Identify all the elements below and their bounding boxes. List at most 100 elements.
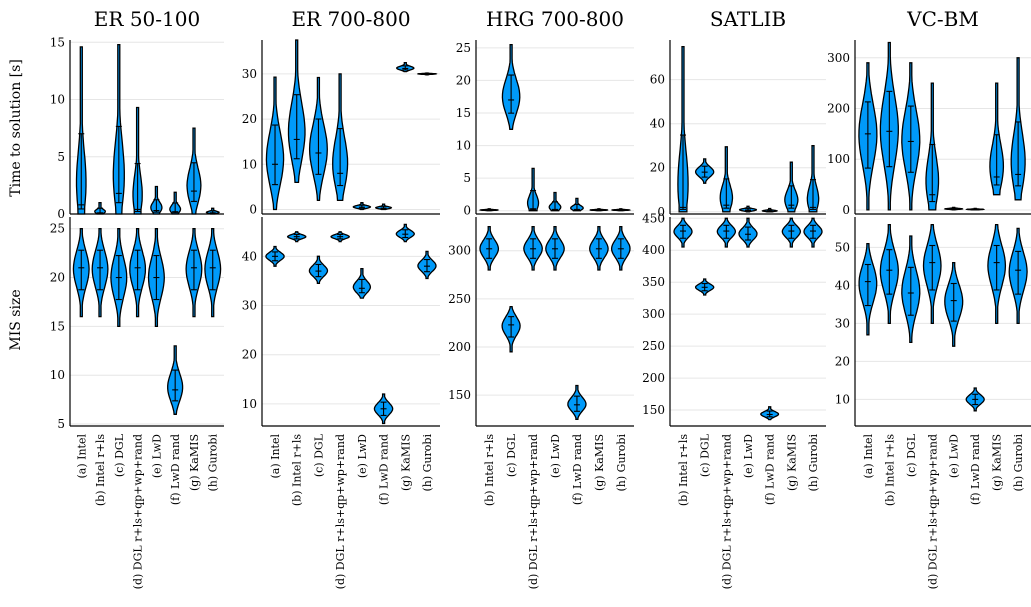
y-tick-label: 40 [650, 117, 665, 131]
y-tick-label: 5 [463, 171, 471, 185]
y-tick-label: 300 [642, 307, 665, 321]
x-tick-label: (b) Intel r+ls [677, 434, 690, 506]
y-tick-label: 10 [835, 392, 850, 406]
y-tick-label: 20 [242, 348, 257, 362]
y-tick-label: 25 [456, 41, 471, 55]
y-tick-label: 25 [50, 222, 65, 236]
panel-4: SATLIB 0 20 40 60 150 200 250 300 350 400 450 (b) In… [642, 7, 826, 589]
y-tick-label: 400 [642, 243, 665, 257]
y-tick-label: 50 [835, 240, 850, 254]
x-tick-label: (c) DGL [312, 433, 325, 477]
y-tick-label: 0 [249, 202, 257, 216]
mis-subplot: 5 10 15 20 25 [50, 217, 224, 431]
time-subplot: 0 100 200 300 [827, 40, 1031, 217]
y-tick-label: 30 [242, 67, 257, 81]
x-tick-label: (c) DGL [505, 433, 518, 477]
x-tick-label: (g) KaMIS [399, 434, 412, 491]
y-tick-label: 100 [827, 152, 850, 166]
panel-2: ER 700-800 0 10 20 30 10 20 30 40 (a) Intel (b) In… [242, 7, 440, 589]
x-tick-label: (d) DGL r+ls+qp+wp+rand [926, 434, 939, 589]
y-tick-label: 40 [242, 249, 257, 263]
x-tick-label: (b) Intel r+ls [883, 434, 896, 506]
x-tick-label: (e) LwD [356, 434, 369, 478]
panel-title: HRG 700-800 [486, 7, 624, 31]
y-tick-label: 15 [50, 35, 65, 49]
x-tick-label: (e) LwD [549, 434, 562, 478]
panel-5: VC-BM 0 100 200 300 10 20 30 40 50 (a) Intel (b) In… [827, 7, 1031, 589]
y-tick-label: 20 [242, 112, 257, 126]
y-tick-label: 10 [456, 139, 471, 153]
mis-subplot: 10 20 30 40 [242, 217, 440, 427]
panel-title: SATLIB [710, 7, 786, 31]
x-tick-label: (c) DGL [113, 433, 126, 477]
y-tick-label: 300 [827, 51, 850, 65]
x-tick-label: (b) Intel r+ls [291, 434, 304, 506]
x-tick-label: (c) DGL [699, 433, 712, 477]
x-tick-label: (e) LwD [742, 434, 755, 478]
x-tick-label: (g) KaMIS [188, 434, 201, 491]
x-tick-label: (f) LwD rand [169, 434, 182, 505]
panel-1: ER 50-100 0 5 10 15 5 10 15 20 25 (a) Intel (b) Int… [50, 7, 224, 589]
mis-subplot: 150 200 250 300 [448, 217, 634, 427]
y-tick-label: 0 [57, 207, 65, 221]
panel-title: ER 700-800 [291, 7, 410, 31]
y-tick-label: 20 [456, 73, 471, 87]
time-subplot: 0 5 10 15 20 25 [456, 40, 634, 218]
violin-time [75, 46, 87, 215]
y-tick-label: 0 [657, 205, 665, 219]
x-tick-label: (f) LwD rand [969, 434, 982, 505]
x-tick-label: (b) Intel r+ls [94, 434, 107, 506]
y-tick-label: 450 [642, 211, 665, 225]
violin-time [677, 45, 689, 213]
x-tick-label: (a) Intel [269, 434, 282, 479]
panel-title: ER 50-100 [94, 7, 200, 31]
x-tick-label: (c) DGL [905, 433, 918, 477]
mis-subplot: 150 200 250 300 350 400 450 [642, 211, 826, 427]
y-tick-label: 20 [650, 161, 665, 175]
x-tick-label: (e) LwD [948, 434, 961, 478]
y-tick-label: 200 [827, 101, 850, 115]
y-tick-label: 10 [242, 397, 257, 411]
panel-3: HRG 700-800 0 5 10 15 20 25 150 200 250 300 (b) Int… [448, 7, 634, 589]
x-tick-label: (h) Gurobi [615, 434, 628, 492]
x-tick-label: (b) Intel r+ls [483, 434, 496, 506]
row-label-time: Time to solution [s] [8, 59, 24, 197]
x-tick-label: (h) Gurobi [1012, 434, 1025, 492]
violin-time [132, 106, 143, 215]
row-label-mis: MIS size [8, 289, 24, 350]
x-tick-label: (f) LwD rand [378, 434, 391, 505]
y-tick-label: 5 [57, 417, 65, 431]
x-tick-label: (d) DGL r+ls+qp+wp+rand [527, 434, 540, 589]
x-tick-label: (h) Gurobi [421, 434, 434, 492]
y-tick-label: 15 [456, 106, 471, 120]
y-tick-label: 40 [835, 278, 850, 292]
mis-subplot: 10 20 30 40 50 [835, 217, 1031, 427]
y-tick-label: 150 [642, 403, 665, 417]
y-tick-label: 30 [835, 316, 850, 330]
y-tick-label: 20 [835, 354, 850, 368]
time-subplot: 0 20 40 60 [650, 40, 826, 219]
y-tick-label: 300 [448, 244, 471, 258]
x-tick-label: (a) Intel [862, 434, 875, 479]
x-tick-label: (f) LwD rand [571, 434, 584, 505]
y-tick-label: 15 [50, 319, 65, 333]
y-tick-label: 10 [50, 368, 65, 382]
x-tick-label: (d) DGL r+ls+qp+wp+rand [334, 434, 347, 589]
x-tick-label: (g) KaMIS [991, 434, 1004, 491]
x-tick-label: (h) Gurobi [207, 434, 220, 492]
x-tick-label: (d) DGL r+ls+qp+wp+rand [720, 434, 733, 589]
y-tick-label: 150 [448, 388, 471, 402]
time-subplot: 0 5 10 15 [50, 35, 224, 221]
y-tick-label: 60 [650, 73, 665, 87]
y-tick-label: 5 [57, 150, 65, 164]
y-tick-label: 0 [842, 203, 850, 217]
time-subplot: 0 10 20 30 [242, 39, 440, 216]
x-tick-label: (g) KaMIS [593, 434, 606, 491]
panel-title: VC-BM [906, 7, 979, 31]
y-tick-label: 250 [448, 292, 471, 306]
x-tick-label: (e) LwD [150, 434, 163, 478]
y-tick-label: 20 [50, 271, 65, 285]
y-tick-label: 250 [642, 339, 665, 353]
violin-time [806, 145, 820, 213]
